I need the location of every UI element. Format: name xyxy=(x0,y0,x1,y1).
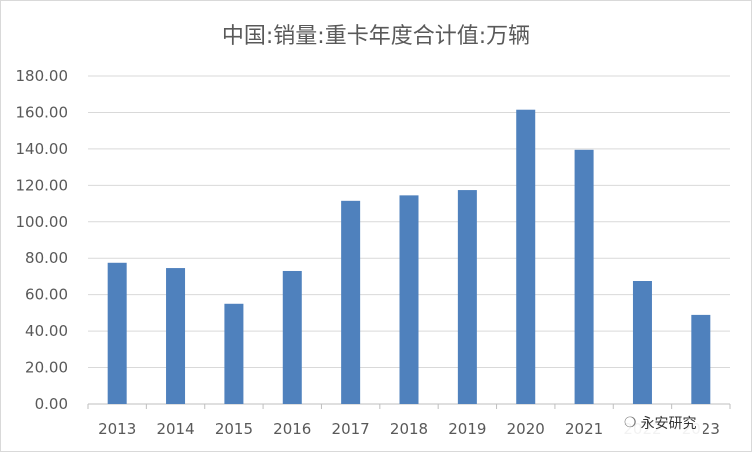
bar-2022 xyxy=(632,281,652,404)
x-tick-label: 2016 xyxy=(273,420,311,438)
y-tick-label: 160.00 xyxy=(16,103,69,121)
bar-2021 xyxy=(574,149,594,404)
bar-2019 xyxy=(457,190,477,404)
x-tick-label: 2013 xyxy=(98,420,136,438)
x-tick-label: 2014 xyxy=(156,420,194,438)
x-tick-label: 2021 xyxy=(565,420,603,438)
bar-2020 xyxy=(516,109,536,404)
watermark-text: 永安研究 xyxy=(640,416,697,432)
x-tick-label: 2018 xyxy=(390,420,428,438)
y-tick-label: 0.00 xyxy=(35,395,68,413)
y-tick-label: 140.00 xyxy=(16,140,69,158)
y-tick-label: 120.00 xyxy=(16,176,69,194)
bar-2023 xyxy=(691,314,711,404)
x-tick-label: 2020 xyxy=(507,420,545,438)
y-tick-label: 60.00 xyxy=(25,286,68,304)
y-tick-label: 180.00 xyxy=(16,67,69,85)
watermark: ❍ 永安研究 xyxy=(618,412,703,434)
x-tick-label: 2015 xyxy=(215,420,253,438)
bar-2015 xyxy=(224,303,244,404)
bar-2017 xyxy=(341,200,361,404)
y-tick-label: 40.00 xyxy=(25,322,68,340)
x-tick-label: 2019 xyxy=(448,420,486,438)
wechat-icon: ❍ xyxy=(624,415,637,431)
y-tick-label: 80.00 xyxy=(25,249,68,267)
bar-2018 xyxy=(399,195,419,404)
bar-2016 xyxy=(282,270,302,404)
x-tick-label: 2017 xyxy=(332,420,370,438)
bar-2014 xyxy=(166,268,186,404)
chart-title: 中国:销量:重卡年度合计值:万辆 xyxy=(221,24,531,49)
y-tick-label: 20.00 xyxy=(25,359,68,377)
bar-2013 xyxy=(107,262,127,404)
y-tick-label: 100.00 xyxy=(16,213,69,231)
